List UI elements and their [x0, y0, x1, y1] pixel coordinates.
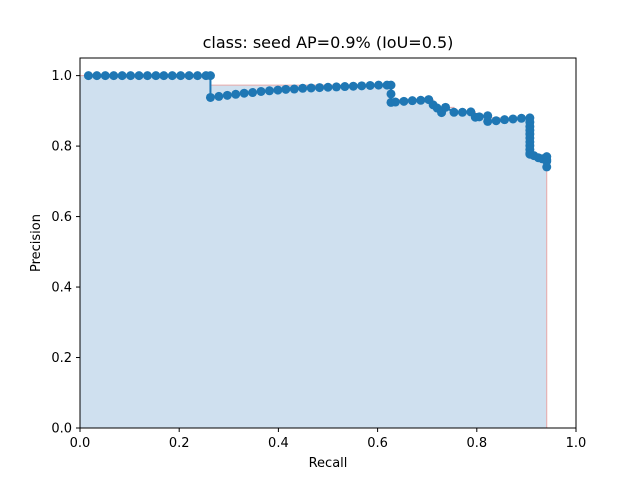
pr-point — [239, 88, 249, 98]
pr-point — [159, 71, 169, 81]
pr-point — [315, 83, 325, 93]
pr-point — [516, 113, 526, 123]
pr-point — [205, 92, 215, 102]
x-axis-title: Recall — [309, 456, 348, 471]
y-tick-label: 0.0 — [51, 422, 72, 437]
pr-point — [184, 71, 194, 81]
axes: 0.0 0.2 0.4 0.6 0.8 1.0 0.0 0.2 0.4 0.6 0.8 1.0 — [51, 57, 587, 451]
y-tick-label: 0.2 — [51, 351, 72, 366]
plot-area — [80, 71, 552, 429]
y-tick-label: 0.6 — [51, 210, 72, 225]
x-tick-label: 1.0 — [566, 436, 587, 451]
pr-point — [474, 112, 484, 122]
pr-point — [273, 85, 283, 95]
pr-point — [281, 84, 291, 94]
pr-point — [416, 95, 426, 105]
x-tick-label: 0.0 — [70, 436, 91, 451]
pr-point — [323, 82, 333, 92]
pr-point — [441, 102, 451, 112]
pr-point — [449, 107, 459, 117]
pr-point — [365, 80, 375, 90]
pr-point — [100, 71, 110, 81]
pr-point — [357, 81, 367, 91]
pr-point — [483, 116, 493, 126]
pr-point — [222, 90, 232, 100]
pr-point — [542, 162, 552, 172]
pr-point — [92, 71, 102, 81]
pr-point — [399, 96, 409, 106]
pr-point — [331, 82, 341, 92]
pr-point — [214, 91, 224, 101]
pr-point — [289, 84, 299, 94]
pr-point — [306, 83, 316, 93]
pr-point — [340, 82, 350, 92]
pr-point — [117, 71, 127, 81]
pr-point — [298, 83, 308, 93]
pr-point — [151, 71, 161, 81]
pr-point — [386, 89, 396, 99]
pr-point — [500, 115, 510, 125]
x-tick-label: 0.8 — [466, 436, 487, 451]
pr-point — [457, 107, 467, 117]
x-tick-label: 0.4 — [268, 436, 289, 451]
pr-point — [491, 116, 501, 126]
y-axis-title: Precision — [29, 214, 44, 272]
pr-point — [386, 80, 396, 90]
pr-point — [508, 114, 518, 124]
y-tick-label: 0.8 — [51, 140, 72, 155]
pr-point — [374, 80, 384, 90]
y-tick-label: 1.0 — [51, 69, 72, 84]
pr-point — [83, 71, 93, 81]
y-tick-label: 0.4 — [51, 281, 72, 296]
x-tick-label: 0.6 — [367, 436, 388, 451]
pr-point — [193, 71, 203, 81]
chart-title: class: seed AP=0.9% (IoU=0.5) — [203, 33, 454, 52]
pr-point — [205, 71, 215, 81]
pr-point — [134, 71, 144, 81]
pr-point — [407, 96, 417, 106]
pr-point — [167, 71, 177, 81]
axes-frame — [79, 57, 577, 429]
pr-point — [176, 71, 186, 81]
pr-point — [248, 88, 258, 98]
pr-point — [256, 86, 266, 96]
pr-point — [390, 97, 400, 107]
ap-area — [80, 75, 547, 429]
pr-point — [109, 71, 119, 81]
x-tick-label: 0.2 — [169, 436, 190, 451]
pr-point — [231, 89, 241, 99]
pr-point — [126, 71, 136, 81]
pr-point — [348, 81, 358, 91]
pr-point — [142, 71, 152, 81]
pr-point — [264, 86, 274, 96]
